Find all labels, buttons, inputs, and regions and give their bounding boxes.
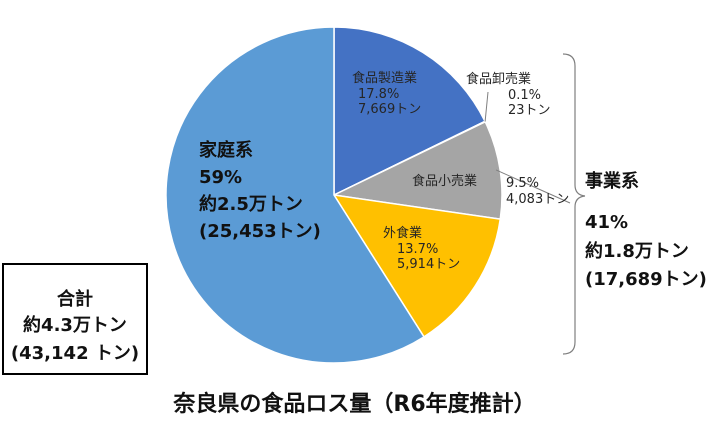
pie-slice-3 xyxy=(332,194,502,338)
chart-title: 奈良県の食品ロス量（R6年度推計） xyxy=(173,392,536,417)
group-name: 事業系 xyxy=(585,171,639,192)
group-amount-exact: (17,689トン) xyxy=(585,269,707,291)
slice-amount-exact: (25,453トン) xyxy=(199,221,321,242)
business-group-brace xyxy=(562,53,586,355)
total-amount: 約4.3万トン xyxy=(23,315,127,336)
leader-line-retail xyxy=(495,169,571,204)
slice-label-retail-values: 9.5% 4,083トン xyxy=(506,176,569,207)
slice-name: 食品卸売業 xyxy=(466,72,532,87)
slice-label-wholesale: 食品卸売業 0.1% 23トン xyxy=(466,72,551,119)
pie-slice-2 xyxy=(331,120,503,220)
slice-amount: 約2.5万トン xyxy=(199,194,303,215)
slice-label-retail: 食品小売業 xyxy=(412,174,477,190)
group-label-business: 事業系 41% 約1.8万トン (17,689トン) xyxy=(585,168,707,295)
slice-percent: 0.1% xyxy=(508,87,542,103)
slice-label-manufacturing: 食品製造業 17.8% 7,669トン xyxy=(352,71,421,118)
leader-line-wholesale xyxy=(484,91,489,122)
slice-percent: 17.8% xyxy=(358,86,400,102)
total-box: 合計 約4.3万トン (43,142 トン) xyxy=(2,263,148,375)
total-amount-exact: (43,142 トン) xyxy=(10,343,140,364)
total-label: 合計 xyxy=(57,289,93,310)
slice-name: 外食業 xyxy=(383,226,423,241)
pie-slice-0 xyxy=(333,26,486,197)
slice-label-restaurants: 外食業 13.7% 5,914トン xyxy=(383,226,460,273)
slice-label-household: 家庭系 59% 約2.5万トン (25,453トン) xyxy=(199,137,321,245)
slice-amount: 23トン xyxy=(508,103,551,119)
slice-percent: 13.7% xyxy=(397,241,439,257)
slice-percent: 9.5% xyxy=(506,176,540,191)
group-percent: 41% xyxy=(585,211,629,233)
slice-amount: 5,914トン xyxy=(397,257,461,273)
pie-slice-4 xyxy=(165,26,426,364)
slice-name: 家庭系 xyxy=(199,140,253,161)
slice-name: 食品小売業 xyxy=(412,174,478,189)
slice-percent: 59% xyxy=(199,167,243,188)
slice-name: 食品製造業 xyxy=(352,71,418,86)
slice-amount: 4,083トン xyxy=(506,191,570,207)
group-amount: 約1.8万トン xyxy=(585,240,689,262)
slice-amount: 7,669トン xyxy=(358,102,422,118)
